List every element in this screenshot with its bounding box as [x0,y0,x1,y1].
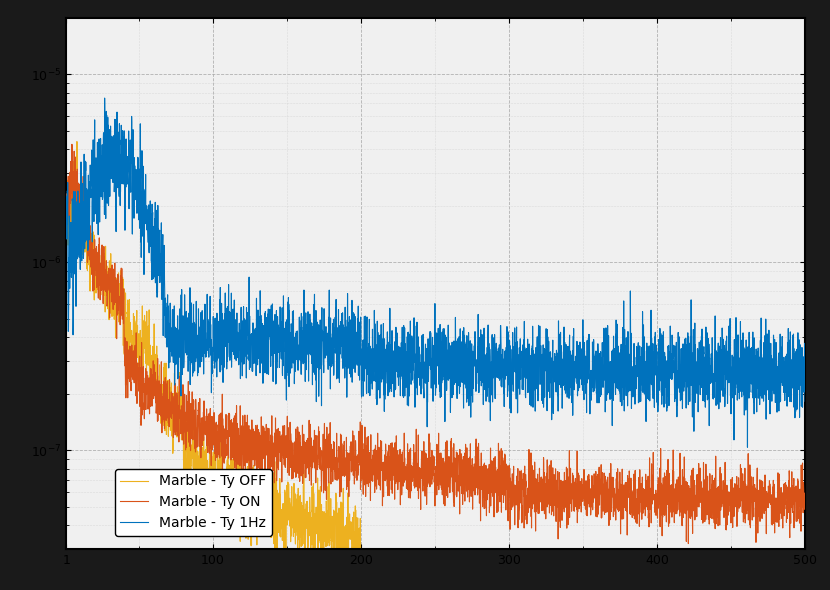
Marble - Ty ON [378,459,388,466]
Marble - Ty ON [800,494,810,501]
Legend: Marble - Ty OFF, Marble - Ty ON, Marble - Ty 1Hz: Marble - Ty OFF, Marble - Ty ON, Marble … [115,469,272,536]
Marble - Ty 1Hz [372,401,382,408]
Marble - Ty 1Hz [61,211,71,218]
Marble - Ty ON [598,507,608,514]
Marble - Ty 1Hz [413,359,422,366]
Marble - Ty 1Hz [800,398,810,405]
Line: Marble - Ty ON: Marble - Ty ON [66,145,805,543]
Marble - Ty OFF [72,138,82,145]
Line: Marble - Ty 1Hz: Marble - Ty 1Hz [66,98,805,447]
Marble - Ty ON [778,525,788,532]
Marble - Ty ON [372,458,382,466]
Marble - Ty 1Hz [741,407,751,414]
Line: Marble - Ty OFF: Marble - Ty OFF [66,142,805,590]
Marble - Ty 1Hz [778,368,788,375]
Marble - Ty ON [683,540,693,547]
Marble - Ty 1Hz [100,94,110,101]
Marble - Ty OFF [61,234,71,241]
Marble - Ty 1Hz [598,374,608,381]
Marble - Ty 1Hz [378,375,388,382]
Marble - Ty ON [61,191,71,198]
Marble - Ty 1Hz [743,444,753,451]
Marble - Ty ON [413,487,422,494]
Marble - Ty ON [741,493,751,500]
Marble - Ty ON [67,141,77,148]
